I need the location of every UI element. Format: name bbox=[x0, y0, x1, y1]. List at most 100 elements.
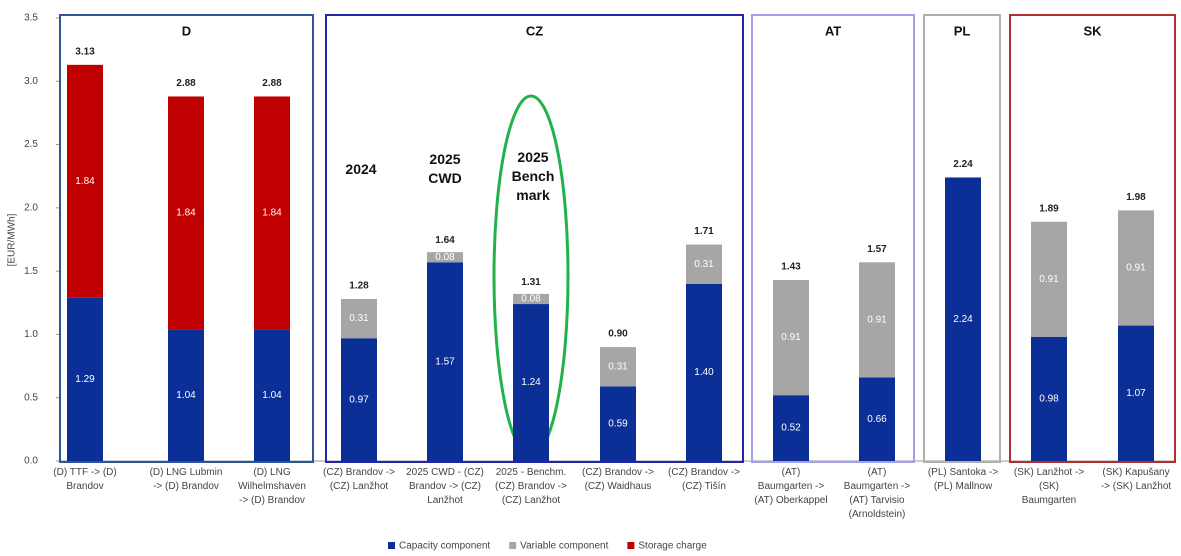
bar-segment bbox=[1118, 210, 1154, 326]
x-tick-line: (CZ) Waidhaus bbox=[585, 481, 652, 492]
x-tick-label: (CZ) Brandov -> (CZ) Tišín bbox=[668, 467, 740, 492]
total-label: 1.71 bbox=[694, 226, 714, 237]
y-tick-label: 1.5 bbox=[24, 266, 38, 277]
x-tick-line: (PL) Santoka -> bbox=[928, 467, 998, 478]
x-tick-line: (AT) Tarvisio bbox=[849, 495, 905, 506]
value-label: 0.91 bbox=[781, 332, 801, 343]
x-tick-line: Baumgarten -> bbox=[844, 481, 911, 492]
x-tick-label: (CZ) Brandov -> (CZ) Waidhaus bbox=[582, 467, 654, 492]
x-tick-line: (CZ) Lanžhot bbox=[330, 481, 389, 492]
value-label: 0.97 bbox=[349, 394, 369, 405]
x-tick-line: (CZ) Tišín bbox=[682, 481, 726, 492]
y-tick-label: 2.5 bbox=[24, 139, 38, 150]
bar-segment bbox=[254, 329, 290, 461]
value-label: 1.84 bbox=[262, 208, 282, 219]
x-tick-line: (D) TTF -> (D) bbox=[53, 467, 116, 478]
total-label: 2.88 bbox=[176, 78, 196, 89]
x-tick-label: (SK) Lanžhot -> (SK) Baumgarten bbox=[1014, 467, 1084, 506]
x-tick-line: (D) LNG Lubmin bbox=[150, 467, 223, 478]
x-tick-line: Brandov -> (CZ) bbox=[409, 481, 481, 492]
value-label: 0.08 bbox=[521, 294, 541, 305]
bar-segment bbox=[427, 252, 463, 263]
value-label: 1.84 bbox=[176, 208, 196, 219]
group-label: SK bbox=[1083, 23, 1102, 38]
total-label: 1.98 bbox=[1126, 192, 1146, 203]
x-tick-line: (D) LNG bbox=[253, 467, 290, 478]
x-tick-label: 2025 - Benchm. (CZ) Brandov -> (CZ) Lanžho… bbox=[495, 467, 567, 506]
x-tick-line: (CZ) Brandov -> bbox=[668, 467, 740, 478]
x-tick-line: -> (D) Brandov bbox=[239, 495, 305, 506]
bar-segment bbox=[67, 297, 103, 461]
total-label: 1.57 bbox=[867, 244, 887, 255]
annotation-line: CWD bbox=[428, 170, 461, 186]
total-label: 3.13 bbox=[75, 46, 95, 57]
value-label: 1.04 bbox=[262, 390, 282, 401]
value-label: 0.31 bbox=[349, 313, 369, 324]
group-label: AT bbox=[825, 23, 841, 38]
annotation-line: mark bbox=[516, 187, 550, 203]
value-label: 0.08 bbox=[435, 252, 455, 263]
legend-label: Capacity component bbox=[399, 541, 490, 552]
bar-segment bbox=[859, 377, 895, 461]
x-tick-line: (PL) Mallnow bbox=[934, 481, 993, 492]
value-label: 1.07 bbox=[1126, 388, 1146, 399]
bar-segment bbox=[773, 395, 809, 461]
bar-segment bbox=[1031, 221, 1067, 337]
bar-segment bbox=[254, 96, 290, 330]
bar-segment bbox=[513, 304, 549, 461]
bar-segment bbox=[67, 64, 103, 298]
x-tick-label: (D) LNG Lubmin -> (D) Brandov bbox=[150, 467, 223, 492]
group-box bbox=[59, 14, 314, 463]
y-tick-label: 1.0 bbox=[24, 329, 38, 340]
x-tick-line: (SK) Kapušany bbox=[1102, 467, 1169, 478]
x-tick-label: (PL) Santoka -> (PL) Mallnow bbox=[928, 467, 998, 492]
value-label: 1.04 bbox=[176, 390, 196, 401]
x-tick-label: (SK) Kapušany -> (SK) Lanžhot bbox=[1101, 467, 1172, 492]
legend-swatch bbox=[509, 542, 517, 549]
value-label: 0.91 bbox=[867, 315, 887, 326]
y-tick-label: 0.5 bbox=[24, 392, 38, 403]
y-axis-label: [EUR/MWh] bbox=[7, 213, 18, 266]
legend-swatch bbox=[627, 542, 635, 549]
x-tick-line: -> (SK) Lanžhot bbox=[1101, 481, 1172, 492]
total-label: 1.31 bbox=[521, 277, 541, 288]
y-tick-label: 3.0 bbox=[24, 76, 38, 87]
value-label: 0.91 bbox=[1126, 263, 1146, 274]
x-tick-line: 2025 CWD - (CZ) bbox=[406, 467, 484, 478]
annotation: 2024 bbox=[345, 161, 376, 177]
legend-label: Variable component bbox=[520, 541, 608, 552]
x-tick-line: Baumgarten bbox=[1022, 495, 1076, 506]
group-label: D bbox=[182, 23, 191, 38]
bar-segment bbox=[168, 96, 204, 330]
x-tick-line: (AT) bbox=[782, 467, 801, 478]
group-box bbox=[325, 14, 744, 463]
x-tick-line: (SK) Lanžhot -> bbox=[1014, 467, 1084, 478]
x-tick-line: Wilhelmshaven bbox=[238, 481, 306, 492]
value-label: 0.66 bbox=[867, 414, 887, 425]
annotation-line: 2024 bbox=[345, 161, 376, 177]
total-label: 0.90 bbox=[608, 329, 628, 340]
bar-segment bbox=[600, 347, 636, 387]
value-label: 0.31 bbox=[694, 259, 714, 270]
group-box bbox=[923, 14, 1001, 463]
x-tick-line: (CZ) Brandov -> bbox=[323, 467, 395, 478]
bar-segment bbox=[427, 262, 463, 461]
bar-segment bbox=[600, 386, 636, 461]
group-label: CZ bbox=[526, 23, 543, 38]
value-label: 1.24 bbox=[521, 377, 541, 388]
bar-segment bbox=[341, 338, 377, 461]
total-label: 1.89 bbox=[1039, 203, 1059, 214]
value-label: 0.59 bbox=[608, 418, 628, 429]
bar-segment bbox=[945, 177, 981, 462]
x-tick-line: (CZ) Brandov -> bbox=[495, 481, 567, 492]
x-tick-label: (D) LNG Wilhelmshaven -> (D) Brandov bbox=[238, 467, 306, 506]
annotation-line: Bench bbox=[512, 168, 555, 184]
value-label: 0.31 bbox=[608, 361, 628, 372]
x-tick-line: (AT) bbox=[868, 467, 887, 478]
total-label: 1.28 bbox=[349, 281, 369, 292]
x-tick-line: (CZ) Brandov -> bbox=[582, 467, 654, 478]
bar-segment bbox=[686, 283, 722, 461]
legend-swatch bbox=[388, 542, 395, 549]
bar-segment bbox=[1031, 336, 1067, 461]
